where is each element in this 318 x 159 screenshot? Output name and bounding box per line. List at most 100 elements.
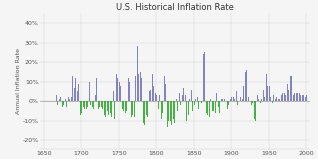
Bar [216,93,217,101]
Bar [245,72,246,101]
Bar [93,101,94,109]
Bar [154,101,155,113]
Bar [207,101,208,115]
Bar [219,101,220,113]
Bar [234,99,235,101]
Bar [146,101,147,115]
Bar [82,101,83,109]
Bar [107,101,108,111]
Bar [77,91,78,101]
Bar [164,76,165,101]
Bar [298,91,299,101]
Bar [246,70,247,101]
Bar [294,93,295,101]
Bar [204,52,205,101]
Bar [229,101,230,105]
Bar [89,82,90,101]
Bar [259,101,260,105]
Bar [231,97,232,101]
Bar [141,78,142,101]
Bar [116,74,117,101]
Bar [84,101,85,109]
Bar [292,82,293,101]
Bar [265,97,266,101]
Bar [222,99,223,101]
Bar [188,101,189,115]
Bar [226,101,227,113]
Bar [260,101,261,103]
Bar [268,99,269,101]
Bar [142,93,143,101]
Bar [117,78,118,101]
Bar [247,101,248,115]
Bar [167,101,168,127]
Bar [114,101,115,119]
Bar [127,101,128,115]
Bar [108,101,109,115]
Bar [126,101,127,111]
Bar [151,76,152,101]
Bar [288,90,289,101]
Bar [128,78,129,101]
Bar [162,101,163,113]
Bar [133,101,134,117]
Bar [100,101,101,111]
Bar [92,101,93,107]
Bar [190,101,191,105]
Bar [211,101,212,115]
Bar [65,99,66,101]
Bar [64,99,65,101]
Bar [269,86,270,101]
Bar [132,101,133,115]
Bar [185,95,186,101]
Bar [119,82,120,101]
Bar [130,101,131,119]
Bar [68,97,69,101]
Bar [252,101,253,103]
Bar [99,101,100,107]
Bar [196,99,197,101]
Bar [129,82,130,101]
Bar [279,99,280,101]
Bar [140,72,141,101]
Bar [104,101,105,115]
Y-axis label: Annual Inflation Rate: Annual Inflation Rate [16,48,21,114]
Bar [203,54,204,101]
Bar [227,101,228,109]
Bar [233,97,234,101]
Bar [88,74,89,101]
Bar [175,95,176,101]
Bar [67,99,68,101]
Bar [58,101,59,103]
Bar [254,101,255,119]
Bar [171,101,172,125]
Bar [61,95,62,101]
Bar [209,101,210,117]
Bar [277,99,278,101]
Bar [302,95,303,101]
Bar [287,84,288,101]
Bar [224,99,225,101]
Bar [236,91,237,101]
Bar [148,101,149,115]
Bar [106,101,107,115]
Bar [120,86,121,101]
Bar [232,97,233,101]
Bar [131,101,132,117]
Bar [181,101,182,109]
Bar [266,74,267,101]
Bar [71,97,72,101]
Bar [215,101,216,113]
Bar [191,90,192,101]
Bar [180,101,181,105]
Bar [80,101,81,115]
Bar [221,99,222,101]
Bar [282,93,283,101]
Bar [134,101,135,117]
Bar [73,90,74,101]
Bar [303,95,304,101]
Bar [270,97,271,101]
Bar [286,90,287,101]
Bar [201,101,202,103]
Bar [248,97,249,101]
